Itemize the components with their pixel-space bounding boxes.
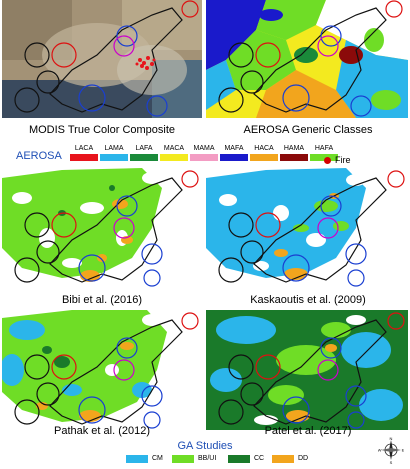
ga-legend-label: CC (254, 455, 265, 462)
legend-item-laca: LACA (68, 144, 100, 161)
fire-label: Fire (335, 155, 351, 165)
legend-label: MAFA (224, 145, 244, 152)
legend-item-mafa: MAFA (218, 144, 250, 161)
legend-item-lama: LAMA (98, 144, 130, 161)
bibi-caption: Bibi et al. (2016) (61, 294, 143, 306)
aerosa-generic-map (206, 0, 408, 118)
aerosa-generic-caption: AEROSA Generic Classes (243, 124, 373, 136)
ga-legend-swatch (228, 455, 250, 463)
ga-legend-label: DD (298, 455, 309, 462)
ga-legend-swatch (272, 455, 294, 463)
legend-label: MACA (163, 145, 185, 152)
pathak-map (2, 310, 202, 430)
aerosa-legend-title: AEROSA (16, 150, 62, 162)
ga-legend-label: BB/UI (198, 455, 217, 462)
patel-caption: Patel et al. (2017) (264, 425, 352, 437)
compass-icon: N S E W (378, 436, 405, 465)
fire-icon (324, 157, 331, 164)
kaskaoutis-map-image (206, 168, 408, 288)
pathak-caption: Pathak et al. (2012) (53, 425, 150, 437)
legend-item-maca: MACA (158, 144, 190, 161)
bibi-map-image (2, 168, 202, 288)
bibi-map (2, 168, 202, 288)
legend-swatch (190, 154, 218, 161)
ga-legend-title: GA Studies (177, 440, 233, 452)
legend-swatch (160, 154, 188, 161)
modis-caption: MODIS True Color Composite (28, 124, 176, 136)
legend-swatch (250, 154, 278, 161)
legend-label: MAMA (193, 145, 215, 152)
aerosa-generic-map-image (206, 0, 408, 118)
patel-map-image (206, 310, 408, 430)
modis-map (2, 0, 202, 118)
legend-swatch (220, 154, 248, 161)
legend-label: HAFA (314, 145, 334, 152)
legend-item-lafa: LAFA (128, 144, 160, 161)
legend-swatch (70, 154, 98, 161)
kaskaoutis-map (206, 168, 408, 288)
legend-label: HAMA (283, 145, 305, 152)
pathak-map-image (2, 310, 202, 430)
legend-item-mama: MAMA (188, 144, 220, 161)
legend-item-hama: HAMA (278, 144, 310, 161)
compass-north: N (390, 436, 393, 441)
legend-swatch (100, 154, 128, 161)
compass-east: E (402, 448, 404, 453)
kaskaoutis-caption: Kaskaoutis et al. (2009) (250, 294, 366, 306)
legend-label: HACA (254, 145, 274, 152)
compass-west: W (378, 448, 382, 453)
patel-map (206, 310, 408, 430)
legend-swatch (130, 154, 158, 161)
compass-south: S (390, 460, 393, 464)
ga-legend-label: CM (152, 455, 163, 462)
legend-label: LAMA (104, 145, 124, 152)
modis-map-image (2, 0, 202, 118)
legend-swatch (280, 154, 308, 161)
legend-item-haca: HACA (248, 144, 280, 161)
ga-legend-swatch (126, 455, 148, 463)
legend-label: LAFA (135, 145, 153, 152)
legend-label: LACA (74, 145, 94, 152)
ga-legend-swatch (172, 455, 194, 463)
